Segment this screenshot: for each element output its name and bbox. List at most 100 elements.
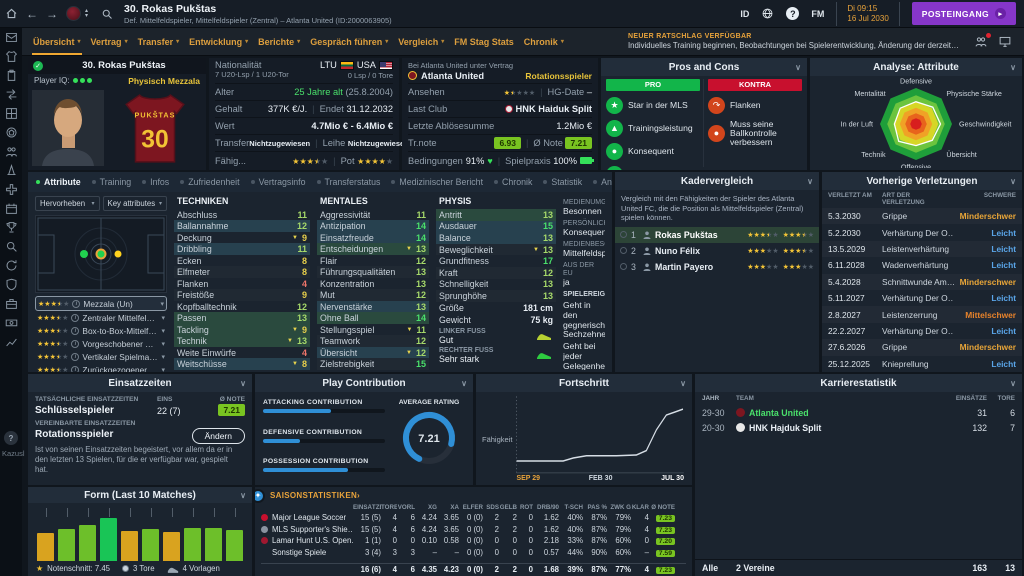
subtab-zufriedenheit[interactable]: Zufriedenheit <box>180 177 240 187</box>
collapse-chevron-icon[interactable]: ∨ <box>680 378 686 388</box>
radar-axis-label: Mentalität <box>854 89 885 98</box>
sidebar-club-vision-icon[interactable] <box>0 275 22 294</box>
career-row-atlanta-united[interactable]: 29-30 Atlanta United 31 6 <box>702 407 1015 418</box>
collapse-chevron-icon[interactable]: ∨ <box>1010 176 1016 186</box>
highlight-dropdown[interactable]: Hervorheben ▾ <box>35 196 100 211</box>
season-rating-badge: 7.20 <box>655 538 675 546</box>
subtab-vertragsinfo[interactable]: Vertragsinfo <box>250 177 306 187</box>
nav-tab-bersicht[interactable]: Übersicht ▾ <box>28 28 86 56</box>
nav-tab-vergleich[interactable]: Vergleich ▾ <box>398 36 445 47</box>
nav-tab-vertrag[interactable]: Vertrag ▾ <box>90 36 128 47</box>
ability-row: Fähig... ★ ★ ★ ★ ★ | Pot ★ ★ ★ ★ ★ <box>215 155 393 166</box>
sidebar-news-icon[interactable] <box>0 28 22 47</box>
season-row-sonstige-spiele[interactable]: Sonstige Spiele 3 (4) 3 3– –0 (0) 0 0 0 0.57 44% 9… <box>261 547 686 559</box>
sidebar-competitions-icon[interactable] <box>0 218 22 237</box>
injury-row: 25.12.2025 Knieprellung Leicht <box>828 358 1016 369</box>
change-button[interactable]: Ändern <box>191 428 245 444</box>
role-item-box-to-box-mittelf[interactable]: ★ ★ ★ ★ ★ i Box-to-Box-Mittelf… ▾ <box>37 325 165 336</box>
collapse-chevron-icon[interactable]: ∨ <box>240 490 246 500</box>
sidebar-staff-icon[interactable] <box>0 294 22 313</box>
sidebar-dynamics-icon[interactable] <box>0 332 22 351</box>
sidebar-scouting-icon[interactable] <box>0 142 22 161</box>
attribute-row-freist-e: Freistöße 9 <box>174 289 310 301</box>
comparison-row-rokas-puk-tas[interactable]: 1 Rokas Pukštas ★ ★ ★ ★ ★ ★ ★ ★ ★ ★ <box>615 226 819 243</box>
nav-tab-transfer[interactable]: Transfer ▾ <box>137 36 180 47</box>
season-row-major-league-soccer[interactable]: Major League Soccer 15 (5) 4 6 4.24 3.65 0 (0)… <box>261 512 686 524</box>
game-date[interactable]: Di 09:15 16 Jul 2030 <box>836 1 900 26</box>
home-icon[interactable] <box>0 0 22 28</box>
attribute-row-beweglichkeit: Beweglichkeit ▼ 13 <box>436 244 556 256</box>
hint-icon[interactable]: ? <box>4 431 18 445</box>
nav-tab-chronik[interactable]: Chronik ▾ <box>523 36 564 47</box>
globe-icon[interactable] <box>761 7 774 20</box>
player-shirt: PUKŠTAS 30 <box>124 94 185 163</box>
staff-advice-icon[interactable] <box>974 32 992 48</box>
sidebar-medical-icon[interactable] <box>0 180 22 199</box>
help-icon[interactable]: ? <box>786 7 800 20</box>
sidebar-transfers-icon[interactable] <box>0 85 22 104</box>
sidebar-tactics-icon[interactable] <box>0 104 22 123</box>
sidebar-search-icon[interactable] <box>0 237 22 256</box>
sidebar-development-icon[interactable] <box>0 256 22 275</box>
season-stats-title[interactable]: SAISONSTATISTIKEN› <box>270 491 360 500</box>
fm-icon[interactable]: FM <box>811 8 825 19</box>
career-row-hnk-hajduk-split[interactable]: 20-30 HNK Hajduk Split 132 7 <box>702 422 1015 433</box>
back-button[interactable]: ← <box>26 6 38 21</box>
attribute-row-flanken: Flanken 4 <box>177 278 307 289</box>
club-crest-icon[interactable] <box>66 6 81 21</box>
role-item-mezzala-un[interactable]: ★ ★ ★ ★ ★ i Mezzala (Un) ▾ <box>35 296 167 311</box>
assistant-advice-icon[interactable]: ✦ <box>255 488 265 503</box>
forward-button[interactable]: → <box>46 6 58 21</box>
nav-tab-gespr-ch-f-hren[interactable]: Gespräch führen ▾ <box>310 36 389 47</box>
sidebar-squad-icon[interactable] <box>0 47 22 66</box>
sidebar-schedule-icon[interactable] <box>0 199 22 218</box>
nav-tab-fm-stag-stats[interactable]: FM Stag Stats <box>454 36 514 47</box>
search-icon[interactable] <box>96 0 118 28</box>
subtab-attribute[interactable]: Attribute <box>36 177 81 187</box>
advice-notification[interactable]: NEUER RATSCHLAG VERFÜGBAR Individuelles … <box>628 33 960 50</box>
sidebar-club-icon[interactable] <box>0 123 22 142</box>
subtab-medizinischer-bericht[interactable]: Medizinischer Bericht <box>391 177 483 187</box>
collapse-chevron-icon[interactable]: ∨ <box>807 176 813 186</box>
sidebar-report-icon[interactable] <box>0 66 22 85</box>
role-item-vertikaler-spielma[interactable]: ★ ★ ★ ★ ★ i Vertikaler Spielma… ▾ <box>37 351 165 362</box>
collapse-chevron-icon[interactable]: ∨ <box>795 62 801 72</box>
monitor-icon[interactable] <box>998 35 1012 48</box>
role-item-zentraler-mittelfel[interactable]: ★ ★ ★ ★ ★ i Zentraler Mittelfel… ▾ <box>37 312 165 323</box>
inbox-button[interactable]: POSTEINGANG ▸ <box>911 2 1016 25</box>
star-rating: ★ ★ ★ ★ ★ <box>503 90 536 97</box>
role-item-zur-ckgezogener-s[interactable]: ★ ★ ★ ★ ★ i Zurückgezogener S… ▾ <box>37 364 165 372</box>
nav-tab-berichte[interactable]: Berichte ▾ <box>258 36 301 47</box>
chevron-down-icon: ▾ <box>161 340 165 348</box>
collapse-chevron-icon[interactable]: ∨ <box>1010 62 1016 72</box>
progress-panel: Fortschritt ∨ Fähigkeit SEP 29 FEB 30 JUL 3… <box>476 374 692 485</box>
season-row-mls-supporter-s-shie[interactable]: MLS Supporter's Shie… 15 (5) 4 6 4.24 3.65 0 (… <box>261 524 686 536</box>
collapse-chevron-icon[interactable]: ∨ <box>1010 378 1016 388</box>
subtab-statistik[interactable]: Statistik <box>543 177 582 187</box>
comparison-row-nuno-f-lix[interactable]: 2 Nuno Félix ★ ★ ★ ★ ★ ★ ★ ★ ★ ★ <box>615 243 819 259</box>
subtab-infos[interactable]: Infos <box>142 177 169 187</box>
season-row-lamar-hunt-u-s-open[interactable]: Lamar Hunt U.S. Open… 1 (1) 0 0 0.10 0.58 0 (0… <box>261 535 686 547</box>
attribute-group-header: PHYSIS <box>439 196 472 206</box>
sidebar-training-icon[interactable] <box>0 161 22 180</box>
key-attributes-dropdown[interactable]: Key attributes ▾ <box>102 196 167 211</box>
subtab-training[interactable]: Training <box>91 177 131 187</box>
comparison-row-martin-payero[interactable]: 3 Martin Payero ★ ★ ★ ★ ★ ★ ★ ★ ★ ★ <box>615 259 819 275</box>
attribute-row-weitsch-sse: Weitschüsse ▼ 8 <box>174 358 310 370</box>
nav-tab-entwicklung[interactable]: Entwicklung ▾ <box>189 36 249 47</box>
info-icon: i <box>71 365 80 372</box>
id-icon[interactable]: ID <box>740 8 750 19</box>
subtab-chronik[interactable]: Chronik <box>494 177 532 187</box>
training-decline-icon: ▼ <box>292 326 298 333</box>
navigate-updown-icon[interactable]: ▴ ▾ <box>85 7 89 19</box>
subtab-transferstatus[interactable]: Transferstatus <box>316 177 380 187</box>
collapse-chevron-icon[interactable]: ∨ <box>240 378 246 388</box>
subtab-analyse[interactable]: Analyse <box>593 177 612 187</box>
radar-axis-label: In der Luft <box>841 120 873 129</box>
sidebar-finances-icon[interactable] <box>0 313 22 332</box>
radar-axis-label: Defensive <box>900 77 932 86</box>
attributes-panel: Attribute Training Infos Zufriedenheit Vertr… <box>28 172 612 372</box>
wage-row: Gehalt 377K €/J. | Endet 31.12.2032 <box>215 101 393 118</box>
role-item-vorgeschobener-sp[interactable]: ★ ★ ★ ★ ★ i Vorgeschobener Sp… ▾ <box>37 338 165 349</box>
collapse-chevron-icon[interactable]: ∨ <box>461 378 467 388</box>
